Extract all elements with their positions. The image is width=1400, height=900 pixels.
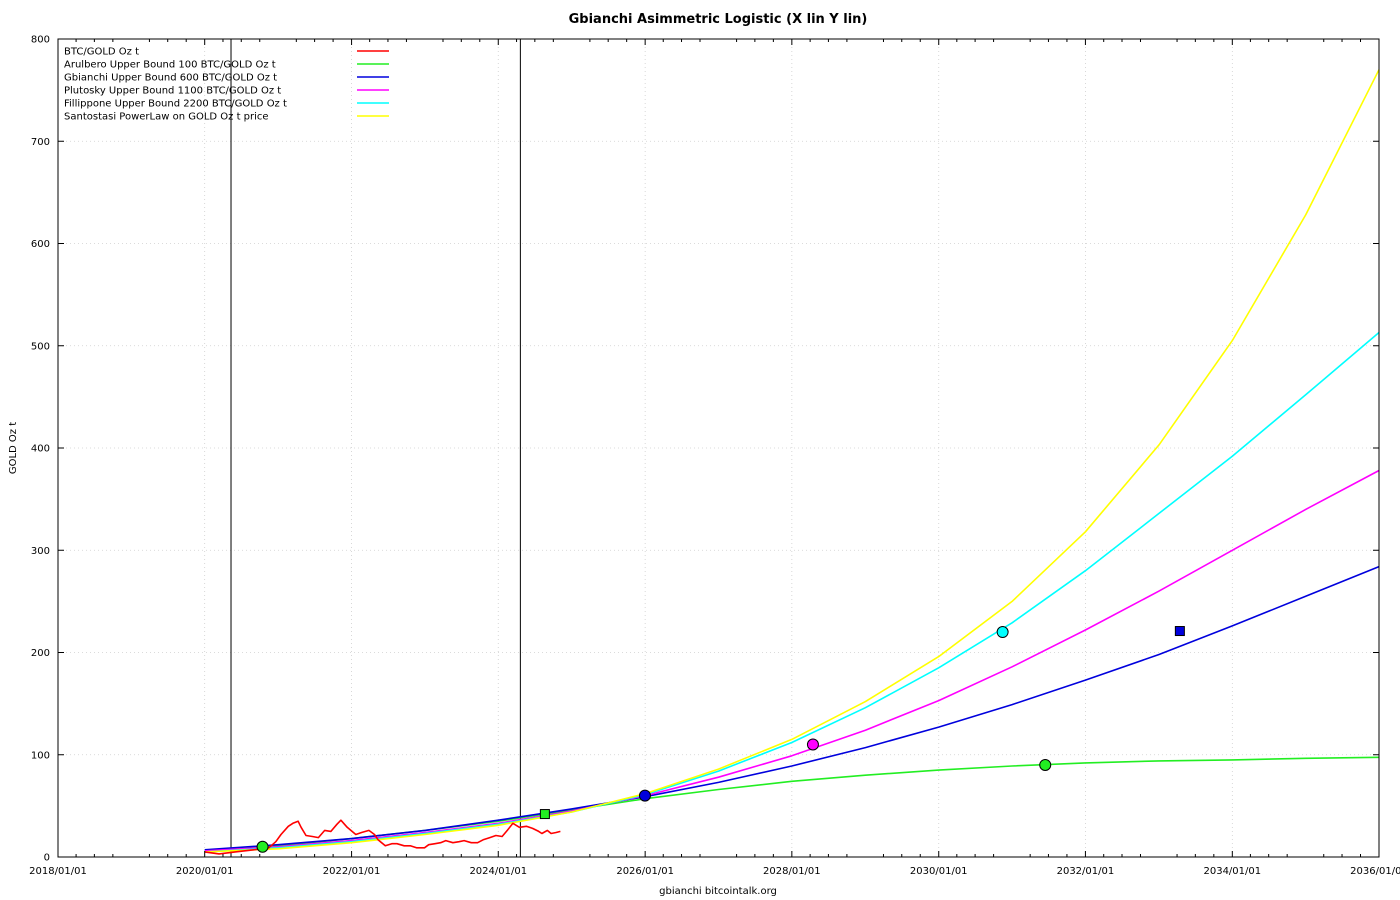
y-tick-label: 100: [31, 750, 50, 761]
y-tick-label: 200: [31, 648, 50, 659]
series-line: [204, 469, 1380, 852]
series-line: [204, 69, 1380, 853]
legend-entry-label: Gbianchi Upper Bound 600 BTC/GOLD Oz t: [64, 73, 277, 84]
legend-entry-label: BTC/GOLD Oz t: [64, 47, 139, 58]
circle-marker: [638, 789, 651, 802]
x-tick-label: 2030/01/01: [910, 866, 968, 877]
y-tick-label: 700: [31, 137, 50, 148]
series-line: [204, 565, 1380, 851]
legend-entry-label: Plutosky Upper Bound 1100 BTC/GOLD Oz t: [64, 86, 281, 97]
y-tick-label: 300: [31, 546, 50, 557]
y-tick-label: 500: [31, 341, 50, 352]
x-tick-label: 2032/01/01: [1057, 866, 1115, 877]
circle-marker: [256, 840, 269, 853]
x-tick-label: 2022/01/01: [323, 866, 381, 877]
y-axis-label: GOLD Oz t: [8, 422, 19, 474]
square-marker: [1174, 626, 1185, 637]
legend-entry-label: Fillippone Upper Bound 2200 BTC/GOLD Oz …: [64, 99, 287, 110]
chart-title: Gbianchi Asimmetric Logistic (X lin Y li…: [569, 12, 868, 27]
legend-entry-label: Arulbero Upper Bound 100 BTC/GOLD Oz t: [64, 60, 276, 71]
legend-entry-label: Santostasi PowerLaw on GOLD Oz t price: [64, 112, 269, 123]
circle-marker: [1039, 758, 1052, 771]
x-tick-label: 2018/01/01: [29, 866, 87, 877]
x-tick-label: 2036/01/01: [1350, 866, 1400, 877]
x-tick-labels: 2018/01/01 2020/01/01 2022/01/01 2024/01/01…: [29, 866, 1400, 877]
axis-ticks: [57, 38, 1380, 858]
circle-marker: [806, 738, 819, 751]
series-lines: [204, 69, 1380, 855]
point-markers: [256, 626, 1185, 853]
x-tick-label: 2026/01/01: [616, 866, 674, 877]
y-tick-label: 600: [31, 239, 50, 250]
x-tick-label: 2028/01/01: [763, 866, 821, 877]
x-tick-label: 2024/01/01: [469, 866, 527, 877]
y-tick-label: 400: [31, 444, 50, 455]
circle-marker: [996, 626, 1009, 639]
x-tick-label: 2034/01/01: [1203, 866, 1261, 877]
legend: BTC/GOLD Oz t Arulbero Upper Bound 100 BT…: [64, 47, 389, 123]
grid: [58, 39, 1379, 857]
y-tick-label: 0: [44, 853, 50, 864]
series-line: [204, 331, 1380, 853]
y-tick-labels: 0 100 200 300 400 500 600 700 800: [31, 35, 50, 864]
y-tick-label: 800: [31, 35, 50, 46]
x-axis-label: gbianchi bitcointalk.org: [659, 886, 777, 897]
x-tick-label: 2020/01/01: [176, 866, 234, 877]
square-marker: [539, 809, 550, 820]
series-line: [204, 819, 561, 855]
vertical-markers: [230, 39, 521, 857]
